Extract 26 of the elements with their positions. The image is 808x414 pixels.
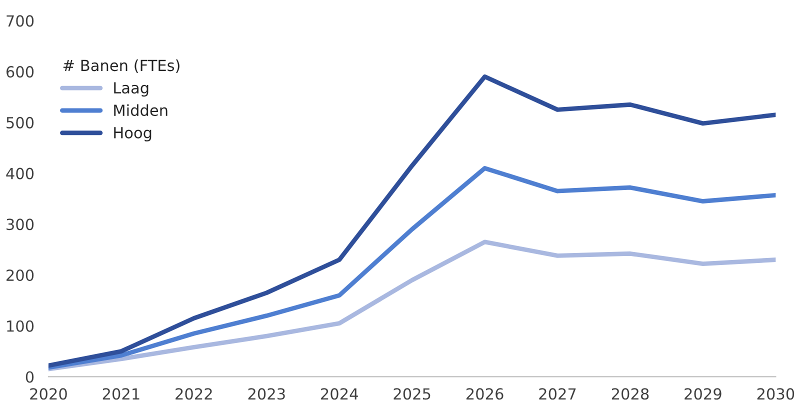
y-tick-label: 600	[6, 66, 34, 78]
legend-title: # Banen (FTEs)	[63, 59, 180, 73]
x-tick-label: 2022	[176, 388, 212, 400]
x-tick-label: 2029	[684, 388, 722, 400]
x-tick-label: 2027	[539, 388, 576, 400]
line-series	[48, 166, 776, 370]
y-tick-label: 700	[6, 15, 34, 27]
x-tick-label: 2020	[30, 388, 67, 400]
line-series	[48, 74, 776, 368]
legend-label: Hoog	[114, 127, 152, 142]
y-tick-label: 200	[6, 269, 34, 282]
x-tick-label: 2026	[466, 388, 504, 400]
x-tick-label: 2023	[248, 388, 285, 400]
x-tick-label: 2025	[394, 388, 430, 400]
line-series	[48, 240, 776, 372]
legend-label: Midden	[114, 104, 168, 116]
y-tick-label: 400	[6, 168, 34, 180]
y-tick-label: 0	[26, 371, 34, 383]
y-tick-label: 100	[7, 320, 34, 332]
y-tick-label: 300	[6, 218, 34, 230]
legend-label: Laag	[114, 82, 148, 97]
x-tick-label: 2021	[102, 388, 140, 400]
y-tick-label: 500	[6, 116, 34, 128]
x-tick-label: 2028	[612, 388, 649, 400]
x-tick-label: 2030	[757, 388, 794, 400]
x-tick-label: 2024	[321, 388, 358, 400]
